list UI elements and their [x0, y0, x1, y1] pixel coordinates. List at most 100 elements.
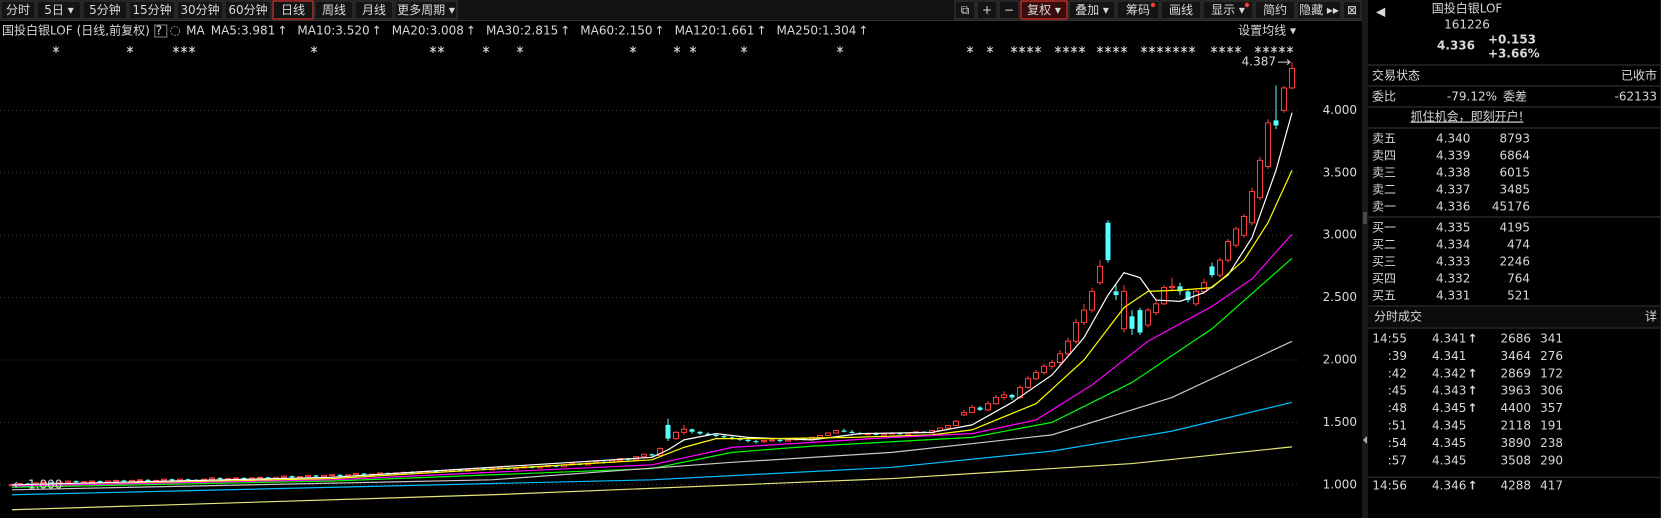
- event-marker[interactable]: [1078, 46, 1086, 53]
- tool-button[interactable]: [1254, 0, 1296, 20]
- event-marker[interactable]: [180, 46, 188, 53]
- event-marker[interactable]: [1218, 46, 1226, 53]
- period-label[interactable]: 5分钟: [89, 2, 121, 17]
- tool-button[interactable]: [1068, 0, 1116, 20]
- period-button[interactable]: [36, 0, 82, 20]
- event-marker[interactable]: [1070, 46, 1078, 53]
- period-label[interactable]: 60分钟: [228, 2, 267, 17]
- event-marker[interactable]: [1062, 46, 1070, 53]
- tool-button[interactable]: [1116, 0, 1160, 20]
- period-button[interactable]: [82, 0, 128, 20]
- event-marker[interactable]: [740, 46, 748, 53]
- event-marker[interactable]: [1120, 46, 1128, 53]
- period-button[interactable]: [176, 0, 224, 20]
- splitter-handle[interactable]: [1363, 436, 1367, 444]
- event-marker[interactable]: [966, 46, 974, 53]
- tool-button[interactable]: [1160, 0, 1202, 20]
- event-marker[interactable]: [1156, 46, 1164, 53]
- period-button[interactable]: [272, 0, 314, 20]
- event-marker[interactable]: [437, 46, 445, 53]
- tool-button[interactable]: [1202, 0, 1254, 20]
- period-label[interactable]: 30分钟: [180, 2, 219, 17]
- period-label[interactable]: 日线: [281, 3, 305, 17]
- event-marker[interactable]: [1104, 46, 1112, 53]
- period-button[interactable]: [0, 0, 36, 20]
- period-button[interactable]: [354, 0, 394, 20]
- tool-label[interactable]: −: [1004, 3, 1014, 17]
- tool-button[interactable]: [954, 0, 976, 20]
- event-marker[interactable]: [1226, 46, 1234, 53]
- event-marker[interactable]: [172, 46, 180, 53]
- event-marker[interactable]: [629, 46, 637, 53]
- gear-icon[interactable]: [170, 26, 181, 36]
- event-marker[interactable]: [1112, 46, 1120, 53]
- book-volume: 474: [1507, 238, 1530, 252]
- tool-label[interactable]: 显示 ▾: [1211, 3, 1245, 17]
- nav-prev[interactable]: ◀: [1376, 5, 1386, 19]
- tool-button[interactable]: [1342, 0, 1362, 20]
- event-marker[interactable]: [1172, 46, 1180, 53]
- event-marker[interactable]: [1286, 46, 1294, 53]
- tool-button[interactable]: [998, 0, 1020, 20]
- tool-label[interactable]: 复权 ▾: [1027, 3, 1061, 17]
- candle-body: [1225, 240, 1231, 261]
- event-marker[interactable]: [1010, 46, 1018, 53]
- event-marker[interactable]: [1018, 46, 1026, 53]
- tool-button[interactable]: [976, 0, 998, 20]
- tool-label[interactable]: 简约: [1263, 2, 1287, 17]
- event-marker[interactable]: [1210, 46, 1218, 53]
- help-box[interactable]: [154, 24, 168, 38]
- trade-price: 4.343: [1432, 384, 1466, 398]
- event-marker[interactable]: [1180, 46, 1188, 53]
- event-marker[interactable]: [1270, 46, 1278, 53]
- trades-detail[interactable]: 详: [1645, 309, 1657, 324]
- period-label[interactable]: 15分钟: [132, 2, 171, 17]
- tool-button[interactable]: [1020, 0, 1068, 20]
- event-marker[interactable]: [482, 46, 490, 53]
- period-button[interactable]: [224, 0, 272, 20]
- tool-label[interactable]: ⧉: [961, 3, 970, 17]
- event-marker[interactable]: [1278, 46, 1286, 53]
- event-marker[interactable]: [689, 46, 697, 53]
- event-marker[interactable]: [986, 46, 994, 53]
- event-marker[interactable]: [1262, 46, 1270, 53]
- event-marker[interactable]: [1140, 46, 1148, 53]
- promo-banner[interactable]: 抓住机会，即刻开户!: [1411, 109, 1524, 124]
- event-marker[interactable]: [1148, 46, 1156, 53]
- event-marker[interactable]: [1096, 46, 1104, 53]
- period-label[interactable]: 周线: [322, 3, 346, 17]
- event-marker[interactable]: [1234, 46, 1242, 53]
- period-label[interactable]: 5日 ▾: [44, 3, 73, 17]
- tool-label[interactable]: +: [982, 3, 992, 17]
- ma-settings[interactable]: 设置均线 ▾: [1238, 24, 1296, 38]
- event-marker[interactable]: [1034, 46, 1042, 53]
- tool-button[interactable]: [1296, 0, 1342, 20]
- legend-entry: MA250:1.304: [777, 24, 857, 38]
- candle-body: [729, 437, 735, 439]
- event-marker[interactable]: [836, 46, 844, 53]
- event-marker[interactable]: [429, 46, 437, 53]
- event-marker[interactable]: [673, 46, 681, 53]
- event-marker[interactable]: [188, 46, 196, 53]
- period-label[interactable]: 更多周期 ▾: [397, 3, 455, 17]
- event-marker[interactable]: [1026, 46, 1034, 53]
- event-marker[interactable]: [1054, 46, 1062, 53]
- period-button[interactable]: [394, 0, 458, 20]
- period-label[interactable]: 月线: [362, 3, 386, 17]
- event-marker[interactable]: [1188, 46, 1196, 53]
- event-marker[interactable]: [52, 46, 60, 53]
- splitter[interactable]: [1362, 0, 1368, 518]
- event-marker[interactable]: [126, 46, 134, 53]
- event-marker[interactable]: [1164, 46, 1172, 53]
- event-marker[interactable]: [1254, 46, 1262, 53]
- tool-label[interactable]: 叠加 ▾: [1075, 3, 1109, 17]
- tool-label[interactable]: 画线: [1169, 3, 1193, 17]
- tool-label[interactable]: ⊠: [1347, 3, 1357, 17]
- period-label[interactable]: 分时: [6, 3, 30, 17]
- event-marker[interactable]: [516, 46, 524, 53]
- period-button[interactable]: [128, 0, 176, 20]
- tool-label[interactable]: 隐藏 ▸▸: [1299, 3, 1339, 17]
- tool-label[interactable]: 筹码: [1126, 3, 1150, 17]
- event-marker[interactable]: [310, 46, 318, 53]
- period-button[interactable]: [314, 0, 354, 20]
